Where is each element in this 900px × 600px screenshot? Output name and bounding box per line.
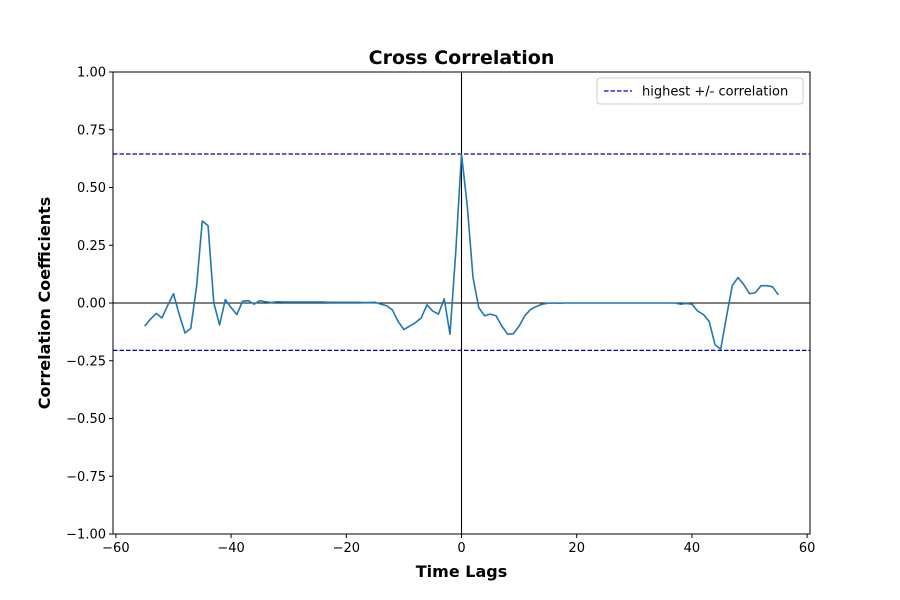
y-tick-label: 0.00	[77, 297, 106, 312]
y-axis-label: Correlation Coefficients	[35, 197, 54, 410]
x-tick-label: −20	[333, 541, 360, 556]
y-tick-label: −0.50	[66, 412, 106, 427]
x-tick-label: −60	[102, 541, 129, 556]
y-tick-label: −0.25	[66, 354, 106, 369]
y-tick-label: 0.25	[77, 239, 106, 254]
plot-area: −60 −40 −20 0 20 40 60 −1.00 −0.75 −0.50 −0.25 0.00…	[66, 66, 815, 557]
legend: highest +/- correlation	[596, 77, 804, 105]
x-tick-label: 0	[457, 541, 465, 556]
y-tick-label: 1.00	[77, 66, 106, 81]
y-tick-label: −1.00	[66, 528, 106, 543]
y-tick-label: 0.75	[77, 123, 106, 138]
x-axis-label: Time Lags	[416, 562, 507, 581]
x-tick-label: 20	[568, 541, 585, 556]
y-tick-label: 0.50	[77, 181, 106, 196]
series-line	[144, 153, 779, 351]
y-tick-label: −0.75	[66, 470, 106, 485]
legend-entry-label: highest +/- correlation	[642, 85, 788, 100]
x-tick-label: −40	[217, 541, 244, 556]
chart-title: Cross Correlation	[369, 47, 555, 69]
x-tick-label: 60	[799, 541, 816, 556]
legend-box	[596, 77, 804, 105]
x-tick-label: 40	[684, 541, 701, 556]
